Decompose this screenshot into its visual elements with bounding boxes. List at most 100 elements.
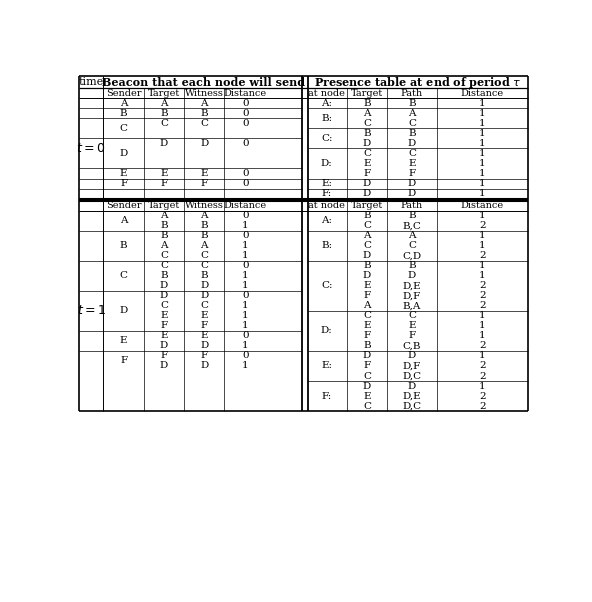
Text: D: D — [363, 179, 371, 188]
Text: E:: E: — [321, 179, 332, 188]
Text: A: A — [363, 231, 371, 240]
Text: 1: 1 — [479, 169, 486, 178]
Text: B: B — [160, 222, 168, 231]
Text: B: B — [363, 129, 371, 138]
Text: F: F — [363, 361, 371, 370]
Text: D: D — [363, 139, 371, 148]
Text: 2: 2 — [479, 222, 486, 231]
Text: B: B — [120, 109, 127, 118]
Text: 1: 1 — [479, 119, 486, 128]
Text: B: B — [363, 341, 371, 350]
Text: 0: 0 — [242, 211, 249, 220]
Text: B: B — [160, 272, 168, 281]
Text: 1: 1 — [242, 341, 249, 350]
Text: B:: B: — [321, 114, 332, 123]
Text: 2: 2 — [479, 291, 486, 300]
Text: B: B — [160, 109, 168, 118]
Text: C: C — [408, 241, 416, 250]
Text: C: C — [120, 272, 128, 281]
Text: D: D — [160, 361, 168, 370]
Text: D,F: D,F — [403, 291, 421, 300]
Text: Target: Target — [148, 89, 180, 98]
Text: 1: 1 — [479, 149, 486, 158]
Text: C: C — [200, 261, 208, 270]
Text: 1: 1 — [479, 321, 486, 330]
Text: Target: Target — [351, 89, 383, 98]
Text: 1: 1 — [479, 352, 486, 361]
Text: A: A — [160, 99, 168, 108]
Text: D: D — [408, 352, 416, 361]
Text: E: E — [201, 169, 208, 178]
Text: 0: 0 — [242, 139, 249, 148]
Text: 1: 1 — [242, 311, 249, 320]
Text: Presence table at end of period $\tau$: Presence table at end of period $\tau$ — [314, 75, 521, 90]
Text: Path: Path — [401, 89, 423, 98]
Text: time: time — [78, 77, 104, 87]
Text: 0: 0 — [242, 169, 249, 178]
Text: E: E — [363, 391, 371, 400]
Text: F: F — [363, 291, 371, 300]
Text: D: D — [160, 341, 168, 350]
Text: A: A — [160, 241, 168, 250]
Text: 1: 1 — [242, 281, 249, 290]
Text: B:: B: — [321, 241, 332, 250]
Text: D: D — [363, 189, 371, 198]
Text: D: D — [160, 291, 168, 300]
Text: E: E — [408, 159, 416, 168]
Text: 1: 1 — [479, 129, 486, 138]
Text: D: D — [408, 139, 416, 148]
Text: 0: 0 — [242, 261, 249, 270]
Text: 1: 1 — [479, 332, 486, 341]
Text: Witness: Witness — [185, 89, 224, 98]
Text: C: C — [363, 241, 371, 250]
Text: C: C — [408, 311, 416, 320]
Text: A: A — [201, 211, 208, 220]
Text: F: F — [201, 352, 208, 361]
Text: Distance: Distance — [461, 201, 504, 210]
Text: Sender: Sender — [106, 89, 141, 98]
Text: C:: C: — [321, 281, 332, 290]
Text: E: E — [201, 311, 208, 320]
Text: F: F — [201, 321, 208, 330]
Text: B,C: B,C — [403, 222, 422, 231]
Text: A: A — [408, 231, 416, 240]
Text: C: C — [363, 311, 371, 320]
Text: 2: 2 — [479, 391, 486, 400]
Text: D: D — [200, 361, 208, 370]
Text: 1: 1 — [242, 361, 249, 370]
Text: 2: 2 — [479, 302, 486, 311]
Text: 1: 1 — [479, 109, 486, 118]
Text: 0: 0 — [242, 332, 249, 341]
Text: C: C — [200, 252, 208, 261]
Text: A: A — [201, 99, 208, 108]
Text: 2: 2 — [479, 281, 486, 290]
Text: C: C — [363, 371, 371, 380]
Text: 1: 1 — [479, 241, 486, 250]
Text: C: C — [160, 119, 168, 128]
Text: A: A — [120, 216, 127, 225]
Text: Distance: Distance — [224, 89, 267, 98]
Text: 1: 1 — [479, 211, 486, 220]
Text: A: A — [408, 109, 416, 118]
Text: D: D — [160, 281, 168, 290]
Text: F: F — [160, 179, 168, 188]
Text: 0: 0 — [242, 119, 249, 128]
Text: Distance: Distance — [224, 201, 267, 210]
Text: Target: Target — [148, 201, 180, 210]
Text: 1: 1 — [242, 252, 249, 261]
Text: 2: 2 — [479, 341, 486, 350]
Text: Sender: Sender — [106, 201, 141, 210]
Text: D,E: D,E — [403, 391, 422, 400]
Text: 1: 1 — [242, 272, 249, 281]
Text: 1: 1 — [479, 139, 486, 148]
Text: E: E — [363, 321, 371, 330]
Text: A: A — [363, 302, 371, 311]
Text: 1: 1 — [479, 261, 486, 270]
Text: A: A — [201, 241, 208, 250]
Text: A: A — [160, 211, 168, 220]
Text: 1: 1 — [479, 179, 486, 188]
Text: D: D — [408, 179, 416, 188]
Text: E: E — [120, 337, 127, 346]
Text: F: F — [408, 169, 416, 178]
Text: at node: at node — [308, 201, 345, 210]
